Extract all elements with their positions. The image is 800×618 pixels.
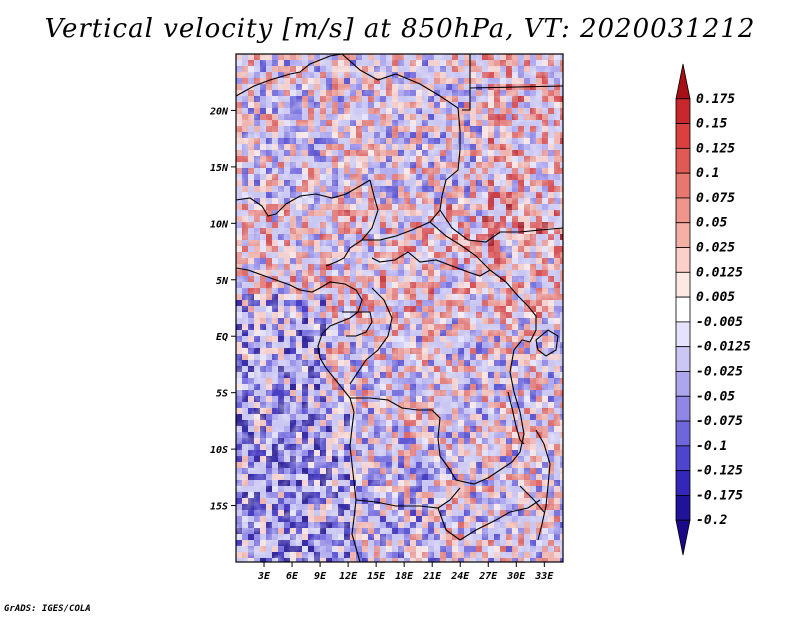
colorbar-box	[675, 172, 691, 199]
colorbar-label: 0.125	[696, 141, 735, 156]
colorbar-bottom-arrow	[675, 519, 691, 556]
colorbar-box	[675, 271, 691, 298]
colorbar-box	[675, 346, 691, 372]
colorbar-box	[675, 470, 691, 496]
x-tick-label: 18E	[395, 571, 414, 582]
axis-ticks: 3E 6E 9E 12E 15E 18E 21E 24E 27E 30E 33E 20N 15N 10N 5…	[209, 106, 554, 582]
colorbar: 0.175 0.15 0.125 0.1 0.075 0.05 0.025 0.0125 0.0…	[675, 63, 751, 556]
border-niger-nigeria	[236, 179, 371, 217]
colorbar-box	[675, 222, 691, 248]
border-congo-drc	[349, 287, 393, 385]
plot-frame	[235, 53, 564, 563]
x-tick-label: 30E	[506, 571, 526, 582]
colorbar-label: -0.125	[696, 464, 743, 479]
velocity-field	[236, 54, 563, 562]
border-libya-chad	[341, 54, 461, 223]
border-egypt-line	[469, 85, 563, 89]
border-drc-uganda	[489, 269, 537, 343]
country-boundaries	[236, 54, 563, 562]
y-tick-label: 15S	[210, 502, 228, 513]
colorbar-top-arrow	[675, 63, 691, 100]
colorbar-label: -0.2	[696, 513, 727, 528]
border-car-chad	[362, 221, 491, 271]
colorbar-box	[675, 197, 691, 224]
y-tick-label: 10N	[210, 219, 229, 230]
colorbar-label: -0.075	[696, 414, 743, 429]
x-tick-label: 6E	[286, 571, 299, 582]
coastline	[236, 267, 363, 562]
border-drc-east	[449, 339, 531, 485]
border-algeria-niger	[236, 54, 343, 97]
y-tick-label: 10S	[210, 445, 228, 456]
colorbar-label: 0.005	[696, 290, 735, 305]
colorbar-label: 0.0125	[696, 265, 743, 280]
colorbar-label: -0.05	[696, 389, 735, 404]
chart-title: Vertical velocity [m/s] at 850hPa, VT: 2…	[44, 14, 756, 44]
y-tick-label: EQ	[216, 332, 228, 343]
colorbar-label: -0.0125	[696, 340, 751, 355]
x-tick-label: 27E	[478, 571, 498, 582]
x-tick-label: 33E	[534, 571, 554, 582]
y-tick-label: 5N	[216, 276, 229, 287]
x-tick-label: 21E	[422, 571, 442, 582]
colorbar-label: 0.175	[696, 92, 735, 107]
colorbar-box	[675, 395, 691, 422]
colorbar-box	[675, 247, 691, 273]
colorbar-box	[675, 123, 691, 149]
grads-credit: GrADS: IGES/COLA	[4, 604, 91, 614]
colorbar-box	[675, 420, 691, 447]
lake-tanganyika	[507, 391, 525, 445]
colorbar-label: 0.1	[696, 166, 719, 181]
colorbar-box	[675, 98, 691, 124]
border-zambia-zimbabwe	[437, 499, 541, 541]
border-mozambique	[519, 485, 545, 513]
colorbar-box	[675, 321, 691, 348]
x-tick-label: 12E	[339, 571, 358, 582]
border-angola-drc	[350, 397, 451, 471]
border-egypt-sudan	[462, 54, 471, 111]
border-car-congo	[371, 251, 491, 277]
x-tick-label: 3E	[257, 571, 271, 582]
colorbar-label: -0.025	[696, 364, 743, 379]
colorbar-label: 0.025	[696, 241, 735, 256]
colorbar-label: 0.15	[696, 117, 727, 132]
colorbar-label: 0.05	[696, 216, 727, 231]
colorbar-label: -0.1	[696, 439, 727, 454]
border-gabon	[342, 311, 373, 337]
y-tick-label: 15N	[210, 163, 229, 174]
y-tick-label: 20N	[209, 106, 229, 117]
colorbar-box	[675, 296, 691, 323]
y-tick-label: 5S	[216, 389, 228, 400]
x-tick-label: 24E	[450, 571, 470, 582]
colorbar-box	[675, 495, 691, 521]
colorbar-label: -0.005	[696, 315, 743, 330]
colorbar-label: -0.175	[696, 488, 743, 503]
colorbar-label: 0.075	[696, 191, 735, 206]
field-texture	[236, 54, 563, 562]
lake-victoria	[535, 329, 559, 357]
colorbar-box	[675, 147, 691, 174]
x-tick-label: 9E	[314, 571, 327, 582]
border-sudan-south-sudan	[439, 209, 563, 243]
colorbar-box	[675, 371, 691, 397]
colorbar-box	[675, 445, 691, 472]
border-angola-namibia	[355, 487, 461, 509]
border-malawi	[535, 429, 551, 541]
x-tick-label: 15E	[367, 571, 386, 582]
